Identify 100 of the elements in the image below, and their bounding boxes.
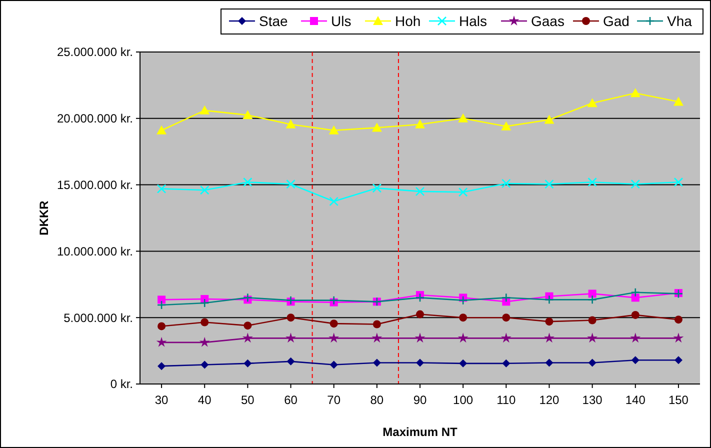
point: [631, 294, 640, 302]
point: [630, 88, 640, 98]
point: [200, 185, 210, 195]
point: [414, 332, 426, 343]
legend-label: Hals: [459, 12, 488, 29]
point: [544, 114, 554, 124]
point: [544, 179, 554, 189]
point: [158, 322, 166, 330]
point: [200, 298, 210, 308]
point: [544, 332, 554, 343]
point: [502, 178, 511, 188]
y-tick-label: 5.000.000 kr.: [64, 310, 133, 325]
point: [156, 300, 166, 310]
point: [200, 360, 209, 369]
point: [415, 119, 425, 128]
point: [328, 332, 340, 343]
point: [544, 295, 554, 304]
point: [458, 296, 468, 305]
point: [286, 119, 296, 128]
legend-label: Vha: [667, 12, 692, 29]
point: [329, 296, 338, 305]
y-tick-label: 10.000.000 kr.: [56, 244, 133, 258]
point: [242, 110, 253, 120]
x-tick-label: 120: [539, 393, 560, 407]
point: [502, 293, 511, 302]
point: [501, 121, 512, 130]
point: [330, 360, 338, 369]
point: [588, 316, 596, 324]
point: [459, 359, 468, 368]
point: [200, 105, 210, 114]
point: [631, 356, 640, 364]
point: [156, 125, 167, 134]
x-tick-label: 90: [413, 393, 427, 407]
x-tick-label: 30: [154, 393, 169, 407]
x-tick-label: 140: [625, 393, 646, 407]
point: [588, 358, 596, 367]
point: [415, 293, 425, 302]
point: [415, 186, 425, 196]
point: [500, 332, 512, 343]
point: [588, 290, 596, 298]
y-tick-label: 25.000.000 kr.: [56, 45, 133, 60]
point: [243, 177, 252, 187]
point: [244, 322, 252, 330]
point: [545, 318, 554, 326]
x-tick-label: 130: [582, 393, 603, 407]
legend-label: Hoh: [395, 12, 421, 29]
point: [286, 179, 296, 189]
point: [372, 332, 382, 343]
legend-label: Gad: [603, 12, 630, 29]
point: [545, 358, 554, 367]
y-tick-label: 20.000.000 kr.: [56, 112, 133, 126]
point: [631, 310, 640, 319]
point: [329, 196, 338, 206]
point: [416, 310, 424, 318]
point: [286, 332, 296, 343]
x-tick-label: 70: [327, 393, 341, 407]
point: [286, 314, 295, 322]
point: [243, 293, 252, 302]
point: [328, 125, 339, 134]
point: [416, 358, 424, 367]
legend-label: Uls: [331, 12, 352, 29]
point: [372, 320, 381, 328]
point: [587, 98, 598, 108]
y-axis-title: DKKR: [37, 200, 51, 236]
point: [674, 177, 684, 187]
point: [630, 288, 640, 298]
y-tick-label: 0 kr.: [110, 377, 133, 392]
point: [588, 295, 597, 304]
point: [630, 332, 641, 343]
point: [673, 332, 684, 343]
point: [588, 177, 597, 187]
point: [630, 179, 640, 189]
point: [458, 113, 468, 122]
point: [372, 122, 382, 132]
x-tick-label: 50: [241, 393, 255, 407]
point: [372, 183, 382, 193]
point: [673, 96, 684, 106]
point: [458, 187, 468, 197]
point: [158, 362, 166, 370]
point: [199, 336, 210, 347]
x-tick-label: 60: [284, 393, 298, 407]
point: [502, 314, 510, 322]
point: [330, 320, 338, 328]
x-tick-label: 40: [198, 393, 212, 407]
point: [286, 357, 295, 366]
point: [459, 314, 468, 322]
point: [156, 336, 167, 347]
point: [674, 316, 682, 324]
point: [674, 356, 682, 364]
x-tick-label: 110: [496, 393, 516, 407]
x-axis-title: Maximum NT: [382, 425, 458, 439]
legend-label: Gaas: [531, 12, 564, 29]
point: [244, 359, 252, 368]
legend-label: Stae: [259, 12, 288, 29]
point: [372, 358, 381, 367]
x-tick-label: 150: [668, 393, 689, 407]
y-tick-label: 15.000.000 kr.: [56, 178, 133, 192]
x-tick-label: 80: [370, 393, 384, 407]
point: [200, 318, 209, 326]
point: [242, 332, 253, 343]
